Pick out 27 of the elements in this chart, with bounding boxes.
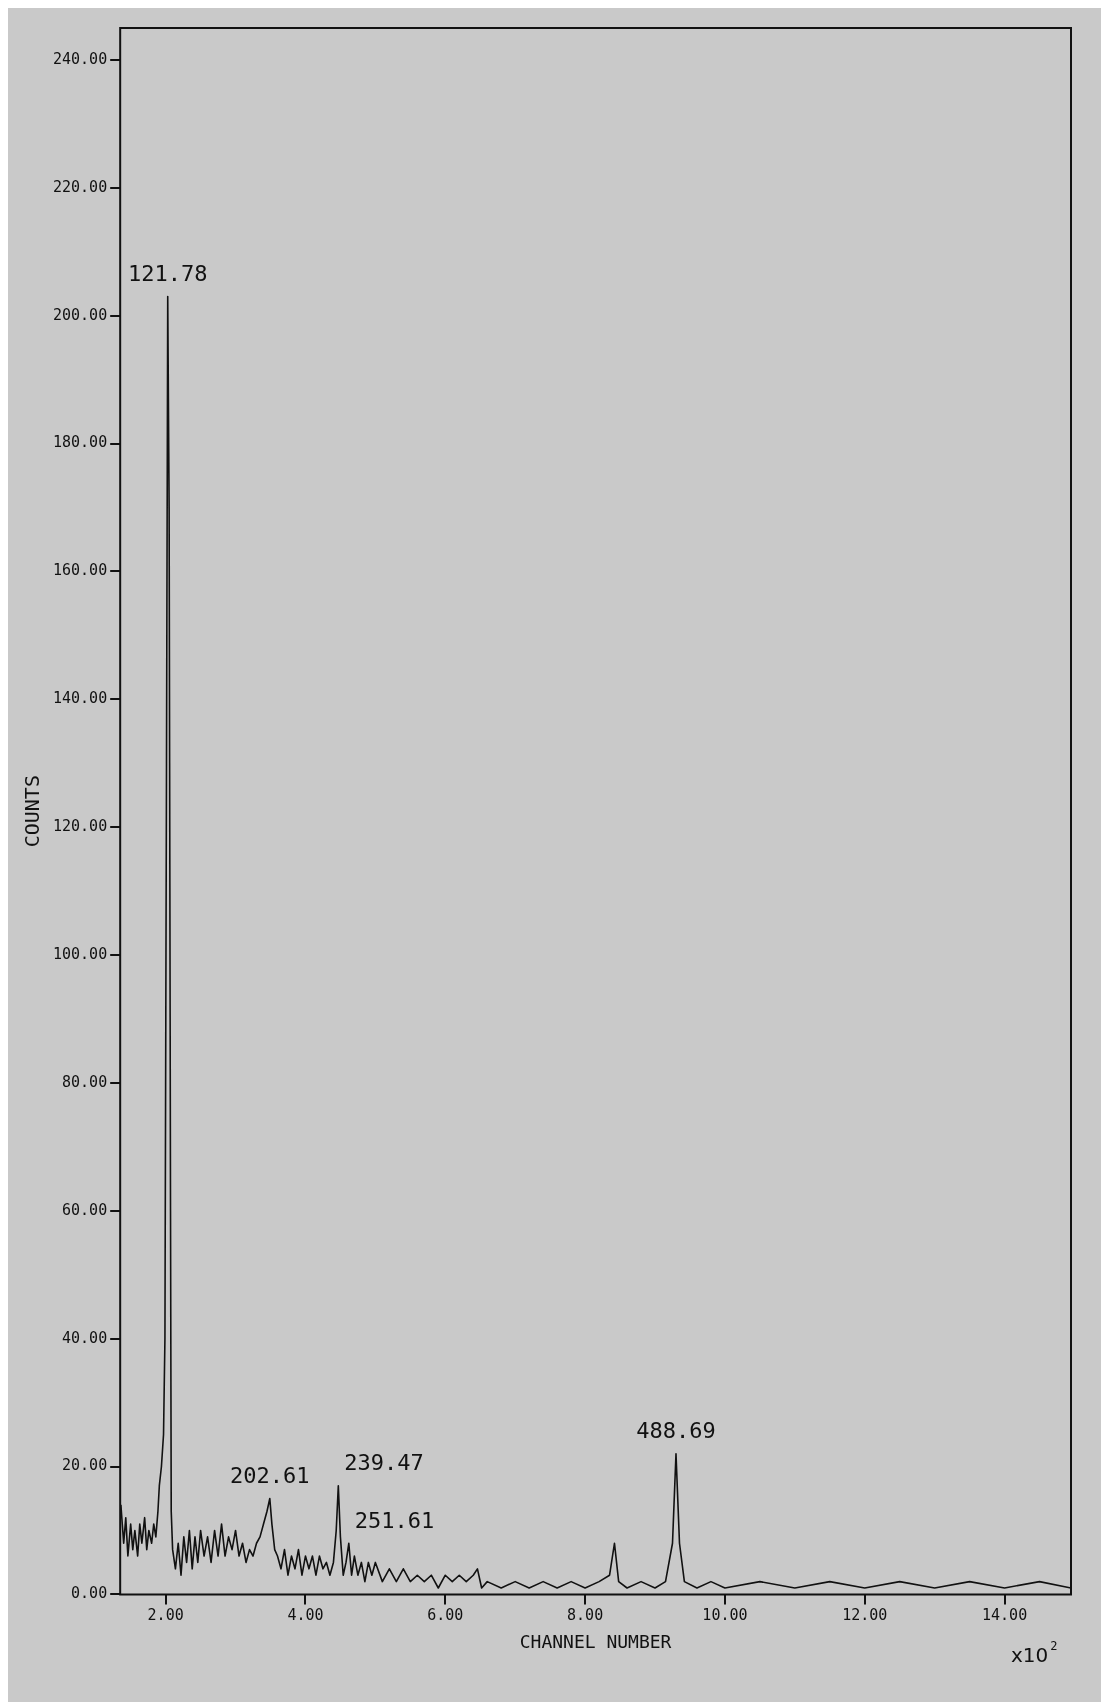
y-tick-label: 200.00 (53, 305, 108, 324)
y-axis-title: COUNTS (20, 775, 45, 848)
x-tick-label: 12.00 (842, 1606, 888, 1625)
annotation: 251.61 (354, 1507, 435, 1533)
annotation: 239.47 (344, 1450, 424, 1476)
x-axis-title: CHANNEL NUMBER (519, 1630, 672, 1652)
annotation: 121.78 (127, 261, 208, 287)
x-tick-label: 8.00 (567, 1606, 604, 1625)
y-tick-label: 0.00 (71, 1584, 108, 1603)
y-tick-label: 240.00 (53, 49, 108, 68)
y-tick-label: 100.00 (53, 944, 108, 963)
y-tick-label: 140.00 (53, 689, 108, 708)
y-tick-label: 60.00 (62, 1200, 108, 1219)
y-tick-label: 40.00 (62, 1328, 108, 1347)
y-tick-label: 160.00 (53, 561, 108, 580)
x-tick-label: 10.00 (702, 1606, 748, 1625)
x-tick-label: 4.00 (287, 1606, 324, 1625)
y-tick-label: 120.00 (53, 817, 108, 836)
annotation: 202.61 (230, 1463, 310, 1489)
x-tick-label: 6.00 (427, 1606, 464, 1625)
y-tick-label: 20.00 (62, 1456, 108, 1475)
y-tick-label: 80.00 (62, 1072, 108, 1091)
y-tick-label: 220.00 (53, 177, 108, 196)
y-tick-label: 180.00 (53, 433, 108, 452)
annotation: 488.69 (636, 1418, 716, 1444)
x-tick-label: 2.00 (147, 1606, 184, 1625)
x-tick-label: 14.00 (982, 1606, 1028, 1625)
